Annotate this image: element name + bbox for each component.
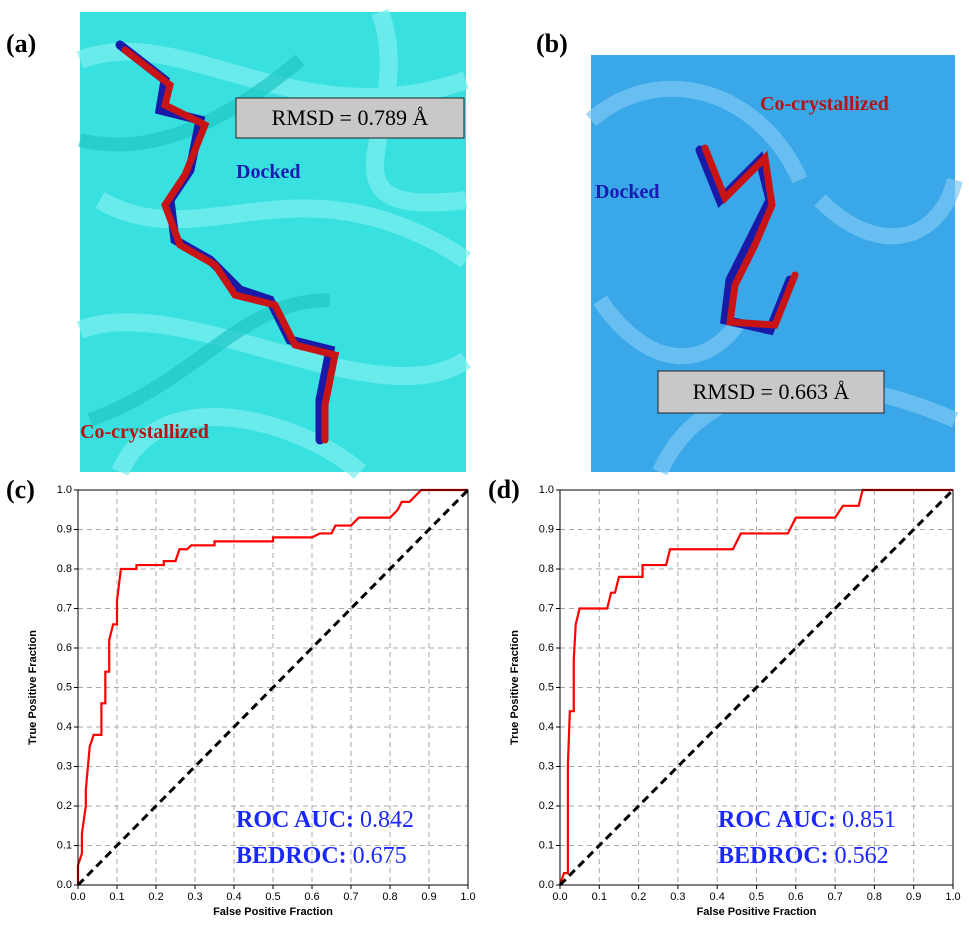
y-tick-label: 0.6 [57,642,72,654]
x-tick-label: 0.9 [906,891,921,903]
y-tick-label: 1.0 [57,484,72,496]
y-tick-label: 0.9 [539,523,554,535]
x-tick-label: 0.6 [788,891,803,903]
x-tick-label: 0.2 [148,891,163,903]
docking-image-a: RMSD = 0.789 Å Docked Co-crystallized (a… [6,12,466,472]
x-tick-label: 0.8 [382,891,397,903]
cocrystal-label: Co-crystallized [80,421,209,443]
panel-label: (a) [6,29,36,58]
panel-label: (b) [536,29,568,58]
annotation-label: ROC AUC: [718,807,836,833]
figure: RMSD = 0.789 Å Docked Co-crystallized (a… [0,0,969,942]
panel-label: (d) [488,475,520,504]
rmsd-label: RMSD = 0.789 Å [272,105,429,130]
y-tick-label: 0.0 [539,879,554,891]
docked-label: Docked [236,161,300,183]
docked-label: Docked [595,181,659,203]
x-tick-label: 0.5 [749,891,764,903]
x-tick-label: 0.5 [265,891,280,903]
x-tick-label: 0.1 [109,891,124,903]
x-tick-label: 1.0 [460,891,475,903]
y-tick-label: 0.3 [539,760,554,772]
x-axis-label: False Positive Fraction [213,906,333,918]
y-tick-label: 0.4 [539,721,554,733]
x-tick-label: 0.6 [304,891,319,903]
x-tick-label: 0.7 [827,891,842,903]
x-tick-label: 0.7 [343,891,358,903]
y-tick-label: 0.6 [539,642,554,654]
annotation-value: 0.851 [842,807,896,833]
y-tick-label: 0.2 [539,800,554,812]
y-tick-label: 0.5 [57,681,72,693]
x-tick-label: 0.4 [226,891,241,903]
x-tick-label: 0.4 [710,891,725,903]
y-axis-label: True Positive Fraction [27,630,39,745]
cocrystal-label: Co-crystallized [760,93,889,115]
x-tick-label: 1.0 [945,891,960,903]
annotation-value: 0.562 [835,843,889,869]
x-tick-label: 0.0 [552,891,567,903]
x-tick-label: 0.3 [187,891,202,903]
y-tick-label: 0.5 [539,681,554,693]
annotation-label: ROC AUC: [236,807,354,833]
annotation-label: BEDROC: [718,843,829,869]
x-tick-label: 0.0 [70,891,85,903]
y-tick-label: 0.7 [57,602,72,614]
y-tick-label: 0.2 [57,800,72,812]
x-axis-label: False Positive Fraction [697,906,817,918]
x-tick-label: 0.8 [867,891,882,903]
x-tick-label: 0.9 [421,891,436,903]
annotation-value: 0.675 [353,843,407,869]
y-tick-label: 1.0 [539,484,554,496]
y-tick-label: 0.8 [57,563,72,575]
y-tick-label: 0.0 [57,879,72,891]
y-tick-label: 0.9 [57,523,72,535]
annotation: ROC AUC:0.851 [718,807,896,833]
x-tick-label: 0.2 [631,891,646,903]
y-tick-label: 0.7 [539,602,554,614]
x-tick-label: 0.1 [592,891,607,903]
y-tick-label: 0.8 [539,563,554,575]
docking-image-b: RMSD = 0.663 Å Docked Co-crystallized (b… [536,29,955,472]
annotation: BEDROC:0.675 [236,843,407,869]
y-tick-label: 0.1 [539,839,554,851]
y-axis-label: True Positive Fraction [509,630,521,745]
y-tick-label: 0.1 [57,839,72,851]
panel-label: (c) [6,475,35,504]
annotation-label: BEDROC: [236,843,347,869]
rmsd-label: RMSD = 0.663 Å [693,379,850,404]
y-tick-label: 0.3 [57,760,72,772]
x-tick-label: 0.3 [670,891,685,903]
y-tick-label: 0.4 [57,721,72,733]
annotation: BEDROC:0.562 [718,843,889,869]
annotation: ROC AUC:0.842 [236,807,414,833]
annotation-value: 0.842 [360,807,414,833]
